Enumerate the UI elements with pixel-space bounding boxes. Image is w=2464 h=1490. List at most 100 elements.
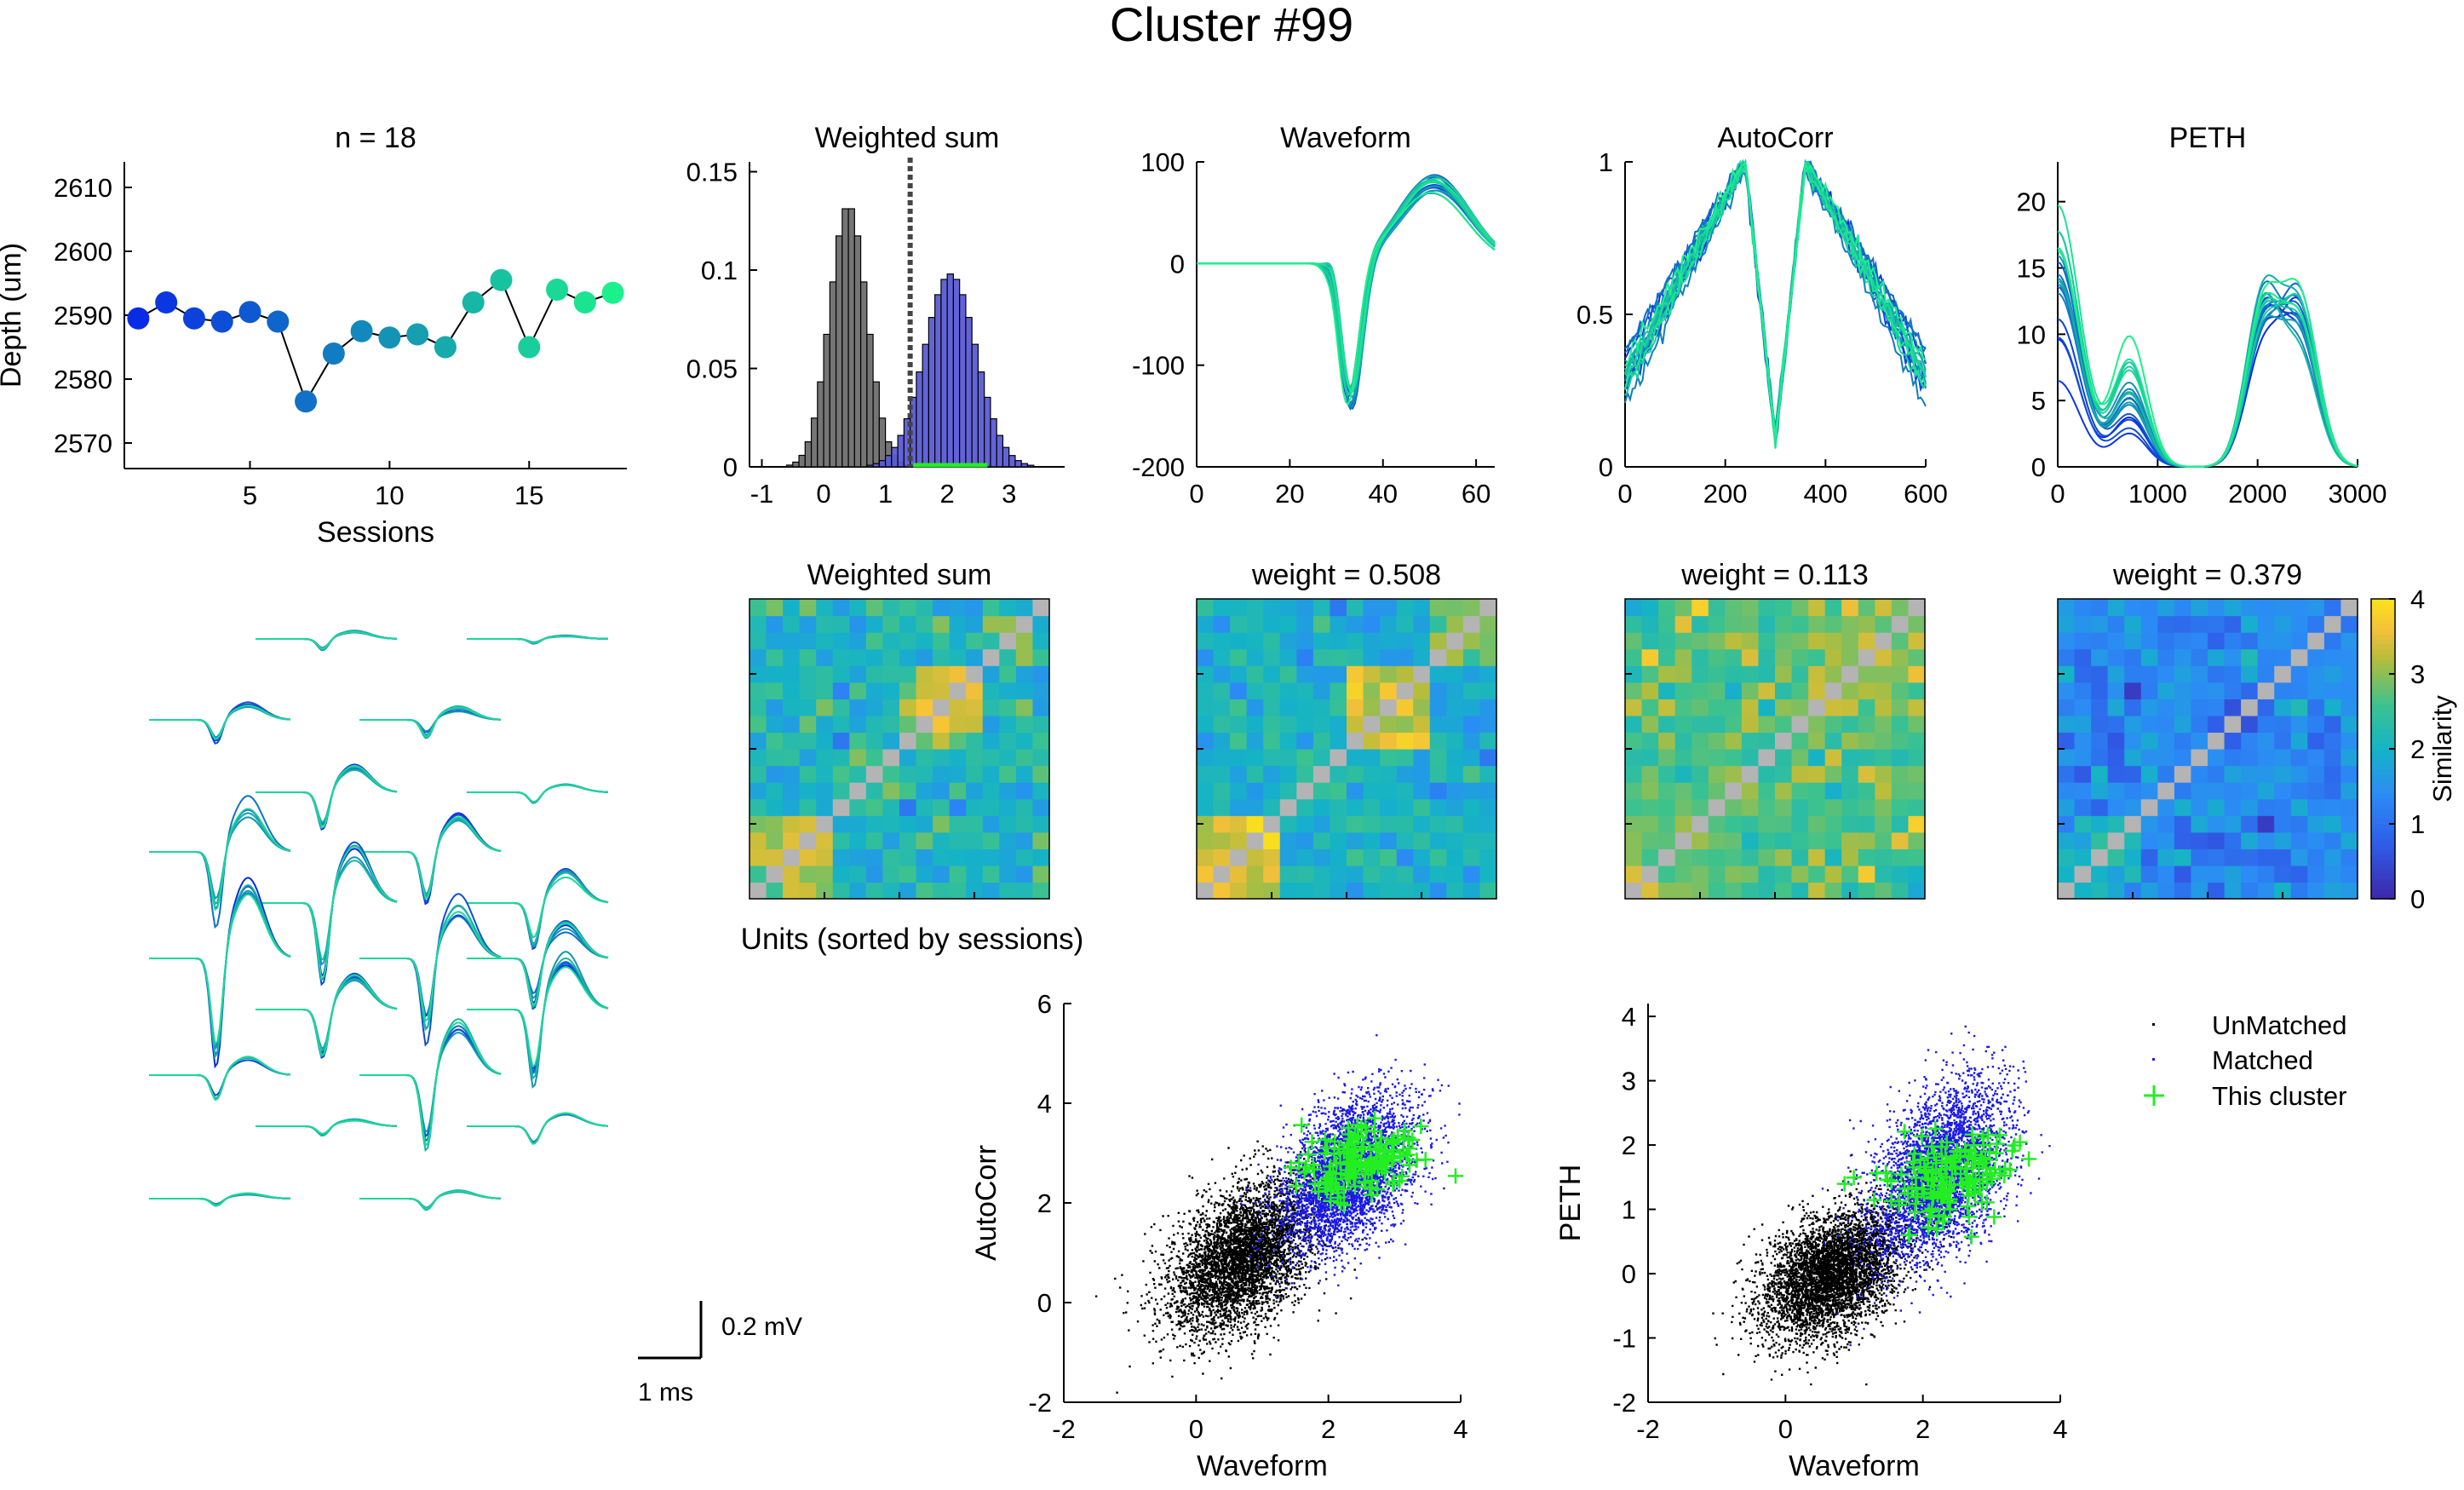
heatmap-cell (2191, 765, 2208, 783)
heatmap-cell (1758, 865, 1776, 883)
heatmap-cell (2274, 715, 2292, 733)
x-tick-label: -1 (750, 479, 774, 509)
hist-bar-matched (928, 317, 936, 468)
heatmap-cell (1691, 765, 1709, 783)
mini-waveform-line (149, 1056, 291, 1102)
heatmap-cell (1875, 749, 1893, 767)
hist-bar-matched (996, 434, 1004, 468)
waveform-line (1197, 192, 1496, 406)
heatmap-cell (1263, 831, 1281, 849)
heatmap-cell (1875, 865, 1893, 883)
heatmap-cell (2208, 749, 2226, 767)
heatmap-cell (949, 699, 967, 716)
colorbar-step (2371, 634, 2395, 640)
heatmap-cell (1032, 849, 1050, 866)
heatmap-cell (2074, 648, 2092, 666)
heatmap-cell (2274, 798, 2292, 816)
heatmap-cell (2323, 699, 2342, 716)
heatmap-cell (1479, 599, 1497, 617)
heatmap-cell (966, 599, 984, 617)
depth-point (267, 310, 290, 333)
heatmap-cell (1429, 782, 1447, 800)
heatmap-cell (2257, 765, 2275, 783)
heatmap-cell (1462, 849, 1481, 866)
heatmap-cell (750, 682, 767, 699)
heatmap-cell (982, 699, 1000, 716)
heatmap-cell (1841, 699, 1859, 716)
heatmap-cell (2174, 615, 2192, 633)
heatmap-cell (849, 865, 867, 883)
heatmap-cell (1479, 615, 1497, 633)
heatmap-cell (999, 815, 1017, 833)
heatmap-cell (1674, 632, 1692, 650)
heatmap-cell (2124, 798, 2142, 816)
heatmap-cell (1032, 865, 1050, 883)
heatmap-cell (2341, 815, 2358, 833)
heatmap-cell (1462, 665, 1481, 683)
heatmap-cell (966, 615, 984, 633)
heatmap-cell (982, 849, 1000, 866)
depth-line (137, 279, 613, 404)
heatmap-cell (1347, 815, 1364, 833)
heatmap-cell (1279, 599, 1297, 617)
heatmap-cell (899, 599, 917, 617)
colorbar-step (2371, 653, 2395, 660)
x-tick-label: 0 (1189, 1414, 1203, 1444)
heatmap-cell (2174, 648, 2192, 666)
units-axis-label: Units (sorted by sessions) (741, 923, 1084, 956)
heatmap-cell (849, 682, 867, 699)
heatmap-cell (1413, 665, 1431, 683)
heatmap-cell (882, 715, 900, 733)
heatmap-cell (816, 732, 834, 750)
heatmap-cell (1775, 648, 1793, 666)
heatmap-cell (999, 599, 1017, 617)
heatmap-cell (1908, 749, 1926, 767)
heatmap-cell (1891, 815, 1910, 833)
heatmap-cell (1446, 599, 1464, 617)
heatmap-cell (1330, 699, 1347, 716)
heatmap-cell (1446, 715, 1464, 733)
heatmap-cell (1263, 749, 1281, 767)
heatmap-cell (1691, 782, 1709, 800)
heatmap-cell (1858, 632, 1875, 650)
colorbar-step (2371, 873, 2395, 880)
heatmap-cell (849, 732, 867, 750)
heatmap-cell (916, 732, 933, 750)
heatmap-cell (2124, 632, 2142, 650)
heatmap-cell (1824, 632, 1842, 650)
heatmap-cell (799, 798, 817, 816)
heatmap-cell (2191, 715, 2208, 733)
heatmap-cell (2307, 599, 2325, 617)
heatmap-cell (1330, 749, 1347, 767)
heatmap-cell (1246, 715, 1264, 733)
heatmap-cell (816, 782, 834, 800)
heatmap-cell (1197, 865, 1215, 883)
heatmap-cell (2091, 831, 2109, 849)
heatmap-cell (1032, 648, 1050, 666)
heatmap-cell (1625, 865, 1643, 883)
heatmap-cell (2174, 882, 2192, 900)
heatmap-cell (1725, 648, 1743, 666)
heatmap-cell (2058, 849, 2076, 866)
colorbar-step (2371, 683, 2395, 690)
heatmap-cell (1658, 765, 1676, 783)
hist-bar-unmatched (872, 381, 880, 468)
heatmap-cell (832, 732, 850, 750)
heatmap-cell (899, 699, 917, 716)
heatmap-cell (966, 648, 984, 666)
heatmap-cell (1641, 849, 1659, 866)
heatmap-cell (916, 765, 933, 783)
heatmap-cell (816, 749, 834, 767)
y-tick-label: 2570 (54, 429, 112, 458)
heatmap-cell (1380, 699, 1398, 716)
heatmap-cell (1363, 831, 1381, 849)
heatmap-cell (1296, 599, 1314, 617)
heatmap-cell (1479, 849, 1497, 866)
heatmap-cell (1674, 615, 1692, 633)
heatmap-cell (1446, 648, 1464, 666)
heatmap-cell (1691, 665, 1709, 683)
heatmap-cell (2174, 682, 2192, 699)
heatmap-cell (1858, 849, 1875, 866)
heatmap-cell (750, 632, 767, 650)
heatmap-cell (982, 865, 1000, 883)
